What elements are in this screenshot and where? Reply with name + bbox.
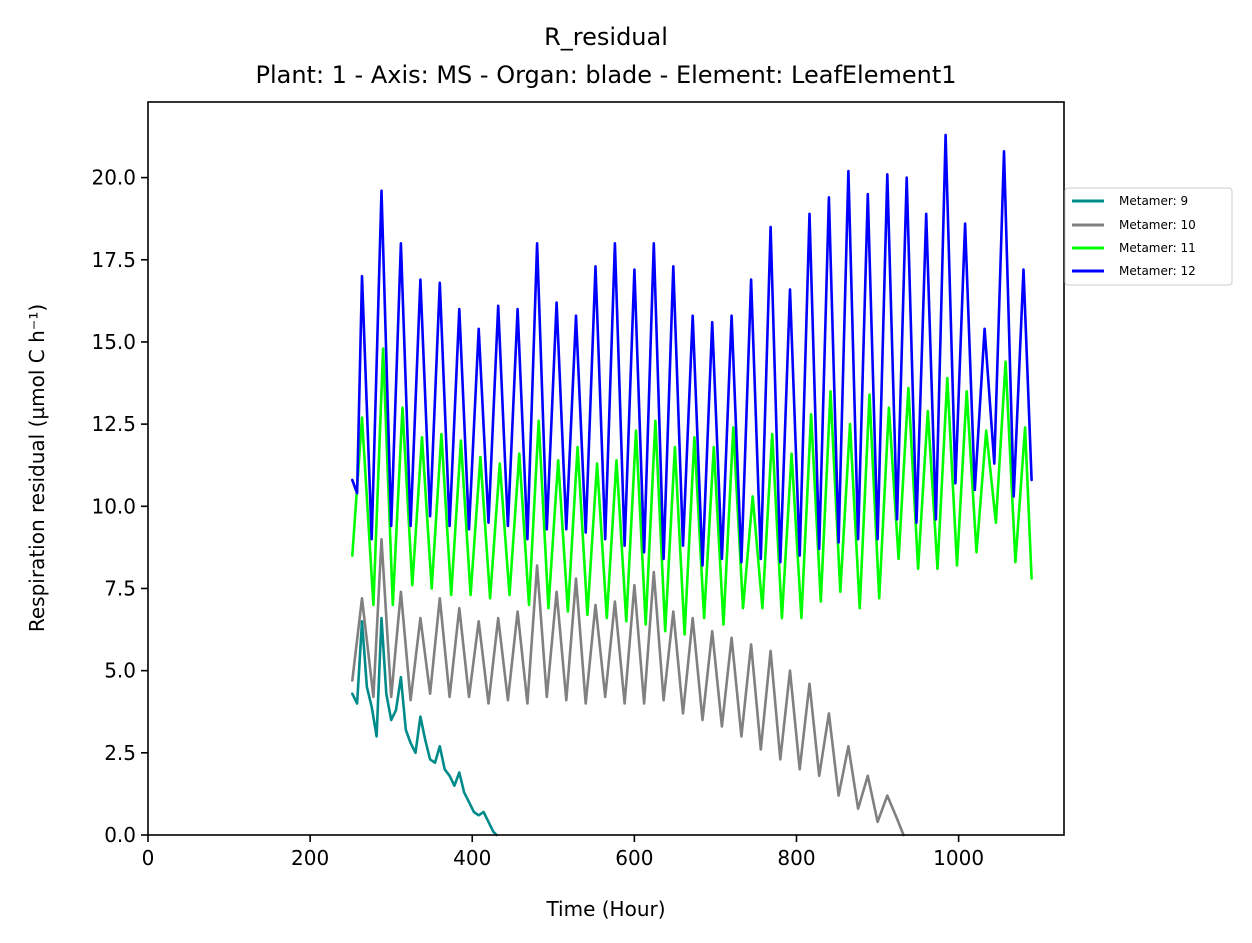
y-tick-label: 15.0 [91, 330, 136, 354]
x-axis-label: Time (Hour) [545, 897, 665, 921]
y-axis-label: Respiration residual (µmol C h⁻¹) [25, 304, 49, 632]
y-tick-label: 5.0 [104, 659, 136, 683]
y-tick-label: 10.0 [91, 494, 136, 518]
series-line-metamer-10 [350, 537, 905, 837]
chart-title: R_residual [544, 23, 668, 51]
x-tick-label: 400 [453, 846, 491, 870]
legend-label-metamer-10: Metamer: 10 [1119, 218, 1196, 232]
x-tick-label: 200 [291, 846, 329, 870]
series-layer [350, 133, 1033, 837]
series-line-metamer-11 [350, 347, 1033, 636]
y-tick-label: 17.5 [91, 248, 136, 272]
ticks-layer: 0 200 400 600 800 1000 0.0 2.5 5.0 7.5 10.0 12.5 15.… [91, 166, 984, 870]
series-line-metamer-9 [350, 616, 498, 837]
y-tick-label: 7.5 [104, 576, 136, 600]
plot-frame [147, 101, 1065, 836]
x-tick-label: 800 [777, 846, 815, 870]
y-tick-label: 0.0 [104, 823, 136, 847]
x-tick-label: 0 [142, 846, 155, 870]
legend-label-metamer-9: Metamer: 9 [1119, 194, 1188, 208]
x-tick-label: 600 [615, 846, 653, 870]
chart-subtitle: Plant: 1 - Axis: MS - Organ: blade - Ele… [255, 61, 956, 89]
x-tick-label: 1000 [933, 846, 984, 870]
y-tick-label: 20.0 [91, 166, 136, 190]
plot-area [148, 102, 1064, 835]
legend-box [1064, 187, 1233, 286]
y-tick-label: 2.5 [104, 741, 136, 765]
series-line-metamer-12 [350, 133, 1033, 567]
legend-label-metamer-12: Metamer: 12 [1119, 264, 1196, 278]
y-tick-label: 12.5 [91, 412, 136, 436]
legend-label-metamer-11: Metamer: 11 [1119, 241, 1196, 255]
legend: Metamer: 9 Metamer: 10 Metamer: 11 Metam… [1064, 187, 1233, 286]
